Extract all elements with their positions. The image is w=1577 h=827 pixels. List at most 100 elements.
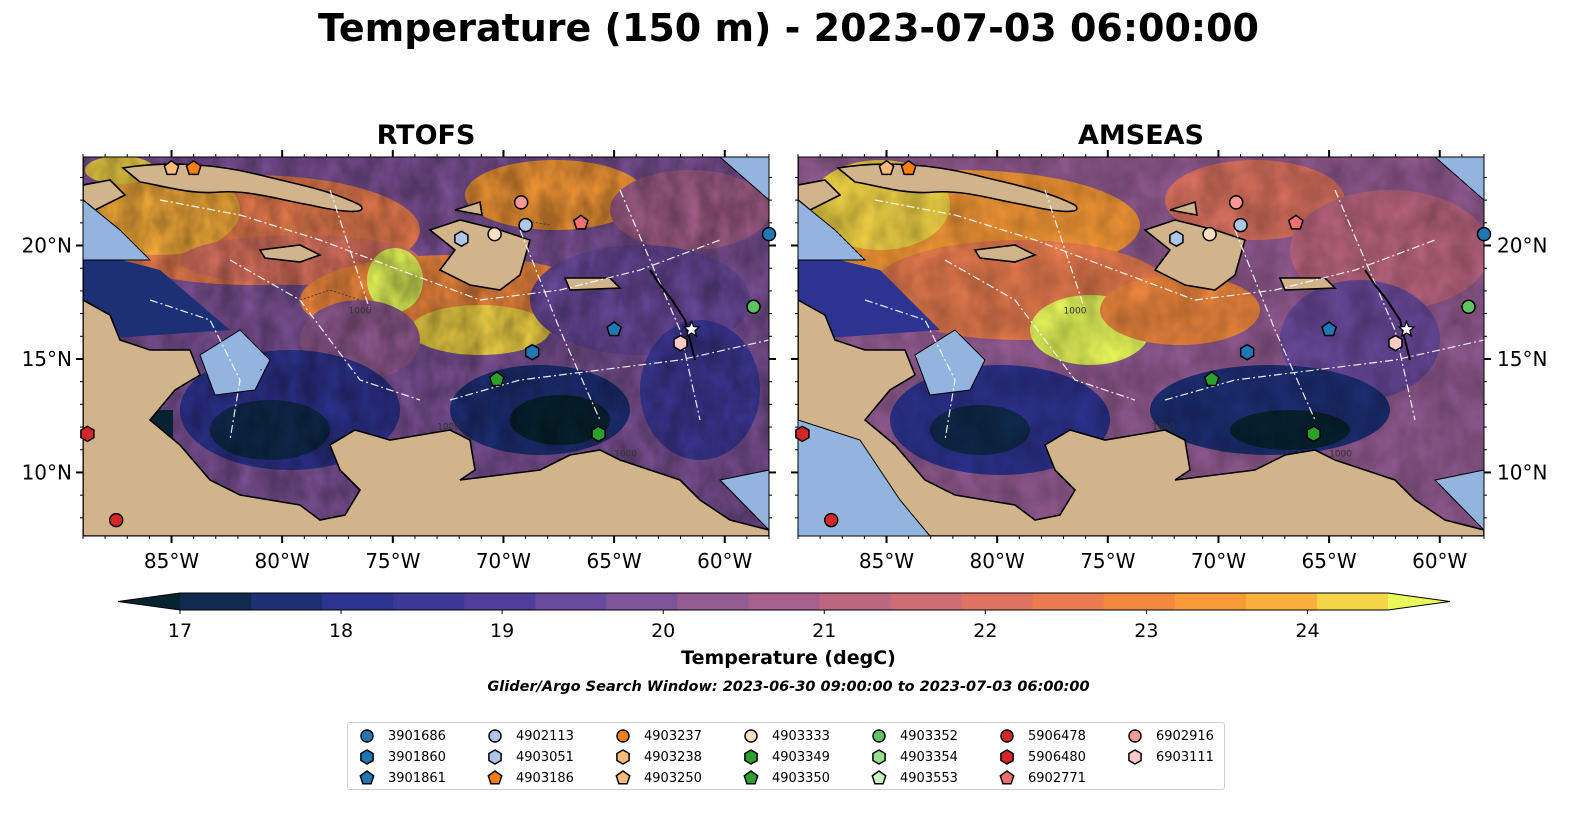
- legend-item-4903250: 4903250: [614, 768, 702, 788]
- float-marker-5906480: [80, 425, 95, 443]
- legend-label: 4903051: [516, 749, 574, 765]
- x-tick-label: 75°W: [1080, 549, 1135, 573]
- legend-marker-pentagon: [743, 770, 759, 785]
- colorbar-segment: [322, 593, 394, 610]
- float-marker-4903352: [746, 299, 761, 315]
- legend-label: 4903350: [772, 770, 830, 786]
- float-marker-4903333: [1202, 226, 1217, 242]
- colorbar: 17 18 19 20 21 22 23 24: [117, 592, 1451, 642]
- legend-item-6903111: 6903111: [1126, 747, 1214, 767]
- legend-label: 4903333: [772, 728, 830, 744]
- float-marker-4903333: [487, 226, 502, 242]
- map-panel-rtofs: [83, 157, 769, 536]
- legend-label: 4903186: [516, 770, 574, 786]
- legend-item-3901861: 3901861: [358, 768, 446, 788]
- coastline-islands: [1364, 269, 1411, 361]
- legend-item-4903352: 4903352: [870, 726, 958, 746]
- panel-title-amseas: AMSEAS: [1078, 120, 1204, 151]
- contour-label: 1000: [1064, 307, 1087, 317]
- legend-marker-circle: [744, 729, 758, 743]
- colorbar-extend-high: [1388, 593, 1450, 610]
- legend-label: 6902916: [1156, 728, 1214, 744]
- legend-item-5906480: 5906480: [998, 747, 1086, 767]
- colorbar-tick-label: 17: [168, 620, 192, 642]
- float-marker-5906478: [108, 512, 124, 528]
- float-marker-4903186: [185, 159, 202, 176]
- float-marker-3901861: [1321, 321, 1338, 337]
- float-marker-4903051: [1169, 230, 1184, 248]
- float-marker-6902916: [513, 195, 529, 210]
- y-tick-label: 10°N: [22, 460, 72, 484]
- map-frame-amseas: [797, 156, 1485, 537]
- legend-marker-hexagon-icon: [616, 749, 630, 765]
- float-marker-3901860: [524, 343, 540, 361]
- legend-marker-pentagon-icon: [999, 770, 1015, 785]
- legend-marker-circle: [360, 729, 374, 743]
- legend-label: 4903250: [644, 770, 702, 786]
- float-marker-4903051: [454, 230, 469, 248]
- colorbar-label: Temperature (degC): [681, 647, 896, 669]
- float-marker-6903111: [1388, 334, 1403, 352]
- float-marker-4903349: [591, 425, 606, 443]
- colorbar-segment: [180, 593, 252, 610]
- float-marker-4903350: [488, 370, 505, 387]
- legend-label: 4903354: [900, 749, 958, 765]
- y-tick-label: 10°N: [1497, 460, 1547, 484]
- x-tick-label: 65°W: [586, 549, 641, 573]
- x-tick-label: 65°W: [1301, 549, 1356, 573]
- x-tick-label: 60°W: [1412, 549, 1467, 573]
- legend-item-4903553: 4903553: [870, 768, 958, 788]
- legend-label: 6902771: [1028, 770, 1086, 786]
- figure-title: Temperature (150 m) - 2023-07-03 06:00:0…: [317, 6, 1259, 50]
- colorbar-segment: [819, 593, 892, 610]
- legend-label: 3901861: [388, 770, 446, 786]
- x-tick-label: 60°W: [697, 549, 752, 573]
- legend-label: 6903111: [1156, 749, 1214, 765]
- legend-marker-hexagon-icon: [488, 749, 502, 765]
- legend-marker-hexagon-icon: [872, 749, 886, 765]
- legend-marker-hexagon-icon: [360, 749, 374, 765]
- legend-label: 4903238: [644, 749, 702, 765]
- colorbar-tick-label: 23: [1134, 620, 1158, 642]
- float-marker-4903186: [900, 159, 917, 176]
- y-tick-label: 15°N: [1497, 347, 1547, 371]
- float-marker-3901861: [606, 321, 623, 337]
- legend-marker-pentagon-icon: [359, 770, 375, 785]
- legend-label: 4903349: [772, 749, 830, 765]
- coastline-islands: [649, 269, 696, 361]
- legend-item-6902771: 6902771: [998, 768, 1086, 788]
- temperature-field: [83, 157, 769, 536]
- legend-item-4903051: 4903051: [486, 747, 574, 767]
- colorbar-tick-label: 20: [651, 620, 675, 642]
- legend-item-4903333: 4903333: [742, 726, 830, 746]
- colorbar-segment: [606, 593, 679, 610]
- legend-marker-pentagon: [999, 770, 1015, 785]
- legend-marker-circle-icon: [872, 729, 886, 743]
- colorbar-segment: [1032, 593, 1105, 610]
- colorbar-tick-label: 21: [812, 620, 836, 642]
- legend-marker-circle: [488, 729, 502, 743]
- legend-marker-pentagon: [487, 770, 503, 785]
- legend-label: 5906480: [1028, 749, 1086, 765]
- legend-item-4902113: 4902113: [486, 726, 574, 746]
- panel-title-rtofs: RTOFS: [376, 120, 476, 151]
- colorbar-segment: [1103, 593, 1176, 610]
- float-marker-6902771: [1287, 214, 1304, 230]
- marker-layer: [80, 159, 1492, 528]
- colorbar-segment: [748, 593, 821, 610]
- colorbar-tick-label: 19: [490, 620, 514, 642]
- map-frame-rtofs: [82, 156, 770, 537]
- float-marker-4903349: [1306, 425, 1321, 443]
- legend-item-4903349: 4903349: [742, 747, 830, 767]
- legend-marker-pentagon-icon: [487, 770, 503, 785]
- legend-marker-circle-icon: [1000, 729, 1014, 743]
- x-tick-label: 75°W: [365, 549, 420, 573]
- legend-marker-pentagon-icon: [743, 770, 759, 785]
- contour-label: 1000: [614, 450, 637, 460]
- colorbar-tick-label: 22: [973, 620, 997, 642]
- shallow-water: [798, 157, 1484, 536]
- colorbar-extend-low: [118, 593, 180, 610]
- legend-marker-circle-icon: [1128, 729, 1142, 743]
- float-marker-3901686: [1476, 226, 1492, 242]
